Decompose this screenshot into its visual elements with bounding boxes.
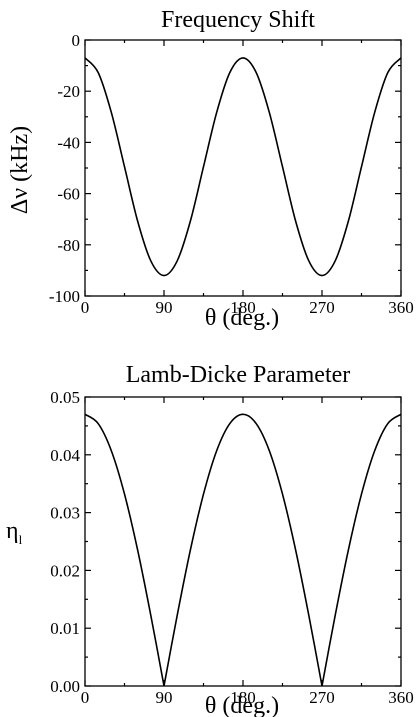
frequency-shift-panel: Frequency Shift Δν (kHz) θ (deg.) 0 90 180… xyxy=(7,7,414,331)
x-tick-label: 90 xyxy=(156,688,173,707)
x-tick-label: 360 xyxy=(388,298,414,317)
x-axis-title: θ (deg.) xyxy=(205,693,279,717)
x-axis-title: θ (deg.) xyxy=(205,305,279,331)
plot-frame xyxy=(84,39,402,297)
y-tick-label: -20 xyxy=(57,82,80,101)
y-tick-label: 0.02 xyxy=(50,561,80,580)
y-axis-title-subscript: l xyxy=(19,532,23,547)
x-tick-label: 360 xyxy=(388,688,414,707)
y-tick-label: 0.03 xyxy=(50,504,80,523)
x-tick-label: 0 xyxy=(81,298,90,317)
y-tick-label: 0.00 xyxy=(50,677,80,696)
y-tick-label: 0.01 xyxy=(50,619,80,638)
y-axis-title: Δν (kHz) xyxy=(7,126,33,214)
y-tick-label: 0.04 xyxy=(50,446,80,465)
x-tick-label: 180 xyxy=(230,688,256,707)
y-tick-label: -40 xyxy=(57,133,80,152)
y-tick-label: -80 xyxy=(57,236,80,255)
chart-title: Lamb-Dicke Parameter xyxy=(126,362,351,388)
y-tick-label: 0 xyxy=(72,31,81,50)
lamb-dicke-panel: Lamb-Dicke Parameter ηl θ (deg.) 0 90 180 2… xyxy=(6,362,414,717)
x-tick-label: 0 xyxy=(81,688,90,707)
x-tick-label: 270 xyxy=(309,298,335,317)
series-line xyxy=(84,413,402,687)
y-axis-title-symbol: η xyxy=(6,518,19,544)
x-tick-label: 180 xyxy=(230,298,256,317)
series-line xyxy=(84,57,402,277)
y-tick-label: 0.05 xyxy=(50,388,80,407)
y-tick-label: -100 xyxy=(49,287,80,306)
y-axis-title: ηl xyxy=(6,518,23,547)
y-tick-label: -60 xyxy=(57,185,80,204)
x-tick-label: 90 xyxy=(156,298,173,317)
plot-frame xyxy=(84,396,402,687)
x-tick-label: 270 xyxy=(309,688,335,707)
chart-title: Frequency Shift xyxy=(161,7,315,33)
